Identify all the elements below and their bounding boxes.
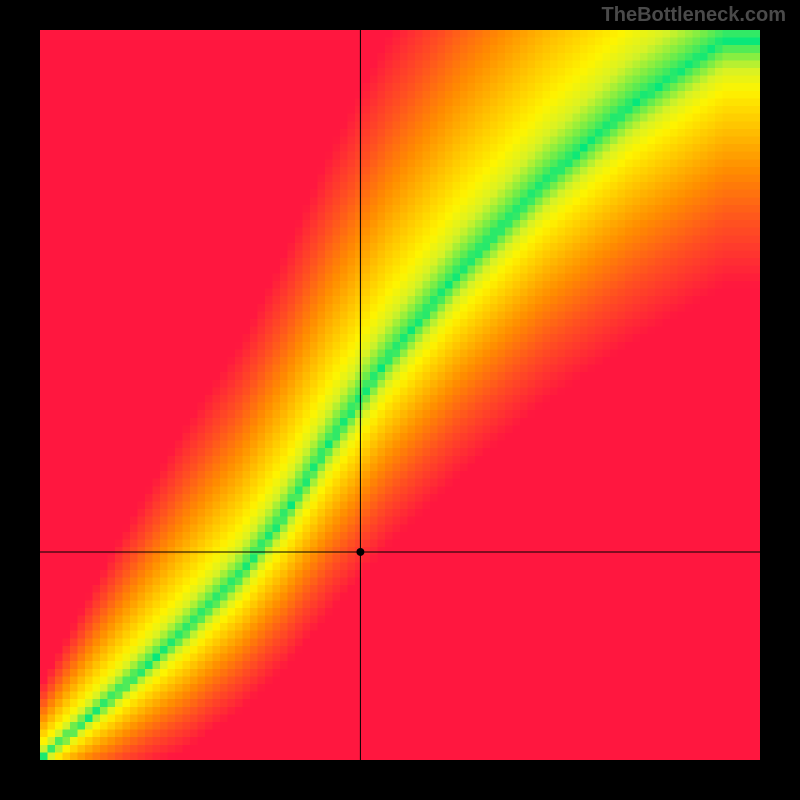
chart-container: TheBottleneck.com <box>0 0 800 800</box>
bottleneck-heatmap <box>40 30 760 760</box>
watermark-text: TheBottleneck.com <box>602 4 786 27</box>
